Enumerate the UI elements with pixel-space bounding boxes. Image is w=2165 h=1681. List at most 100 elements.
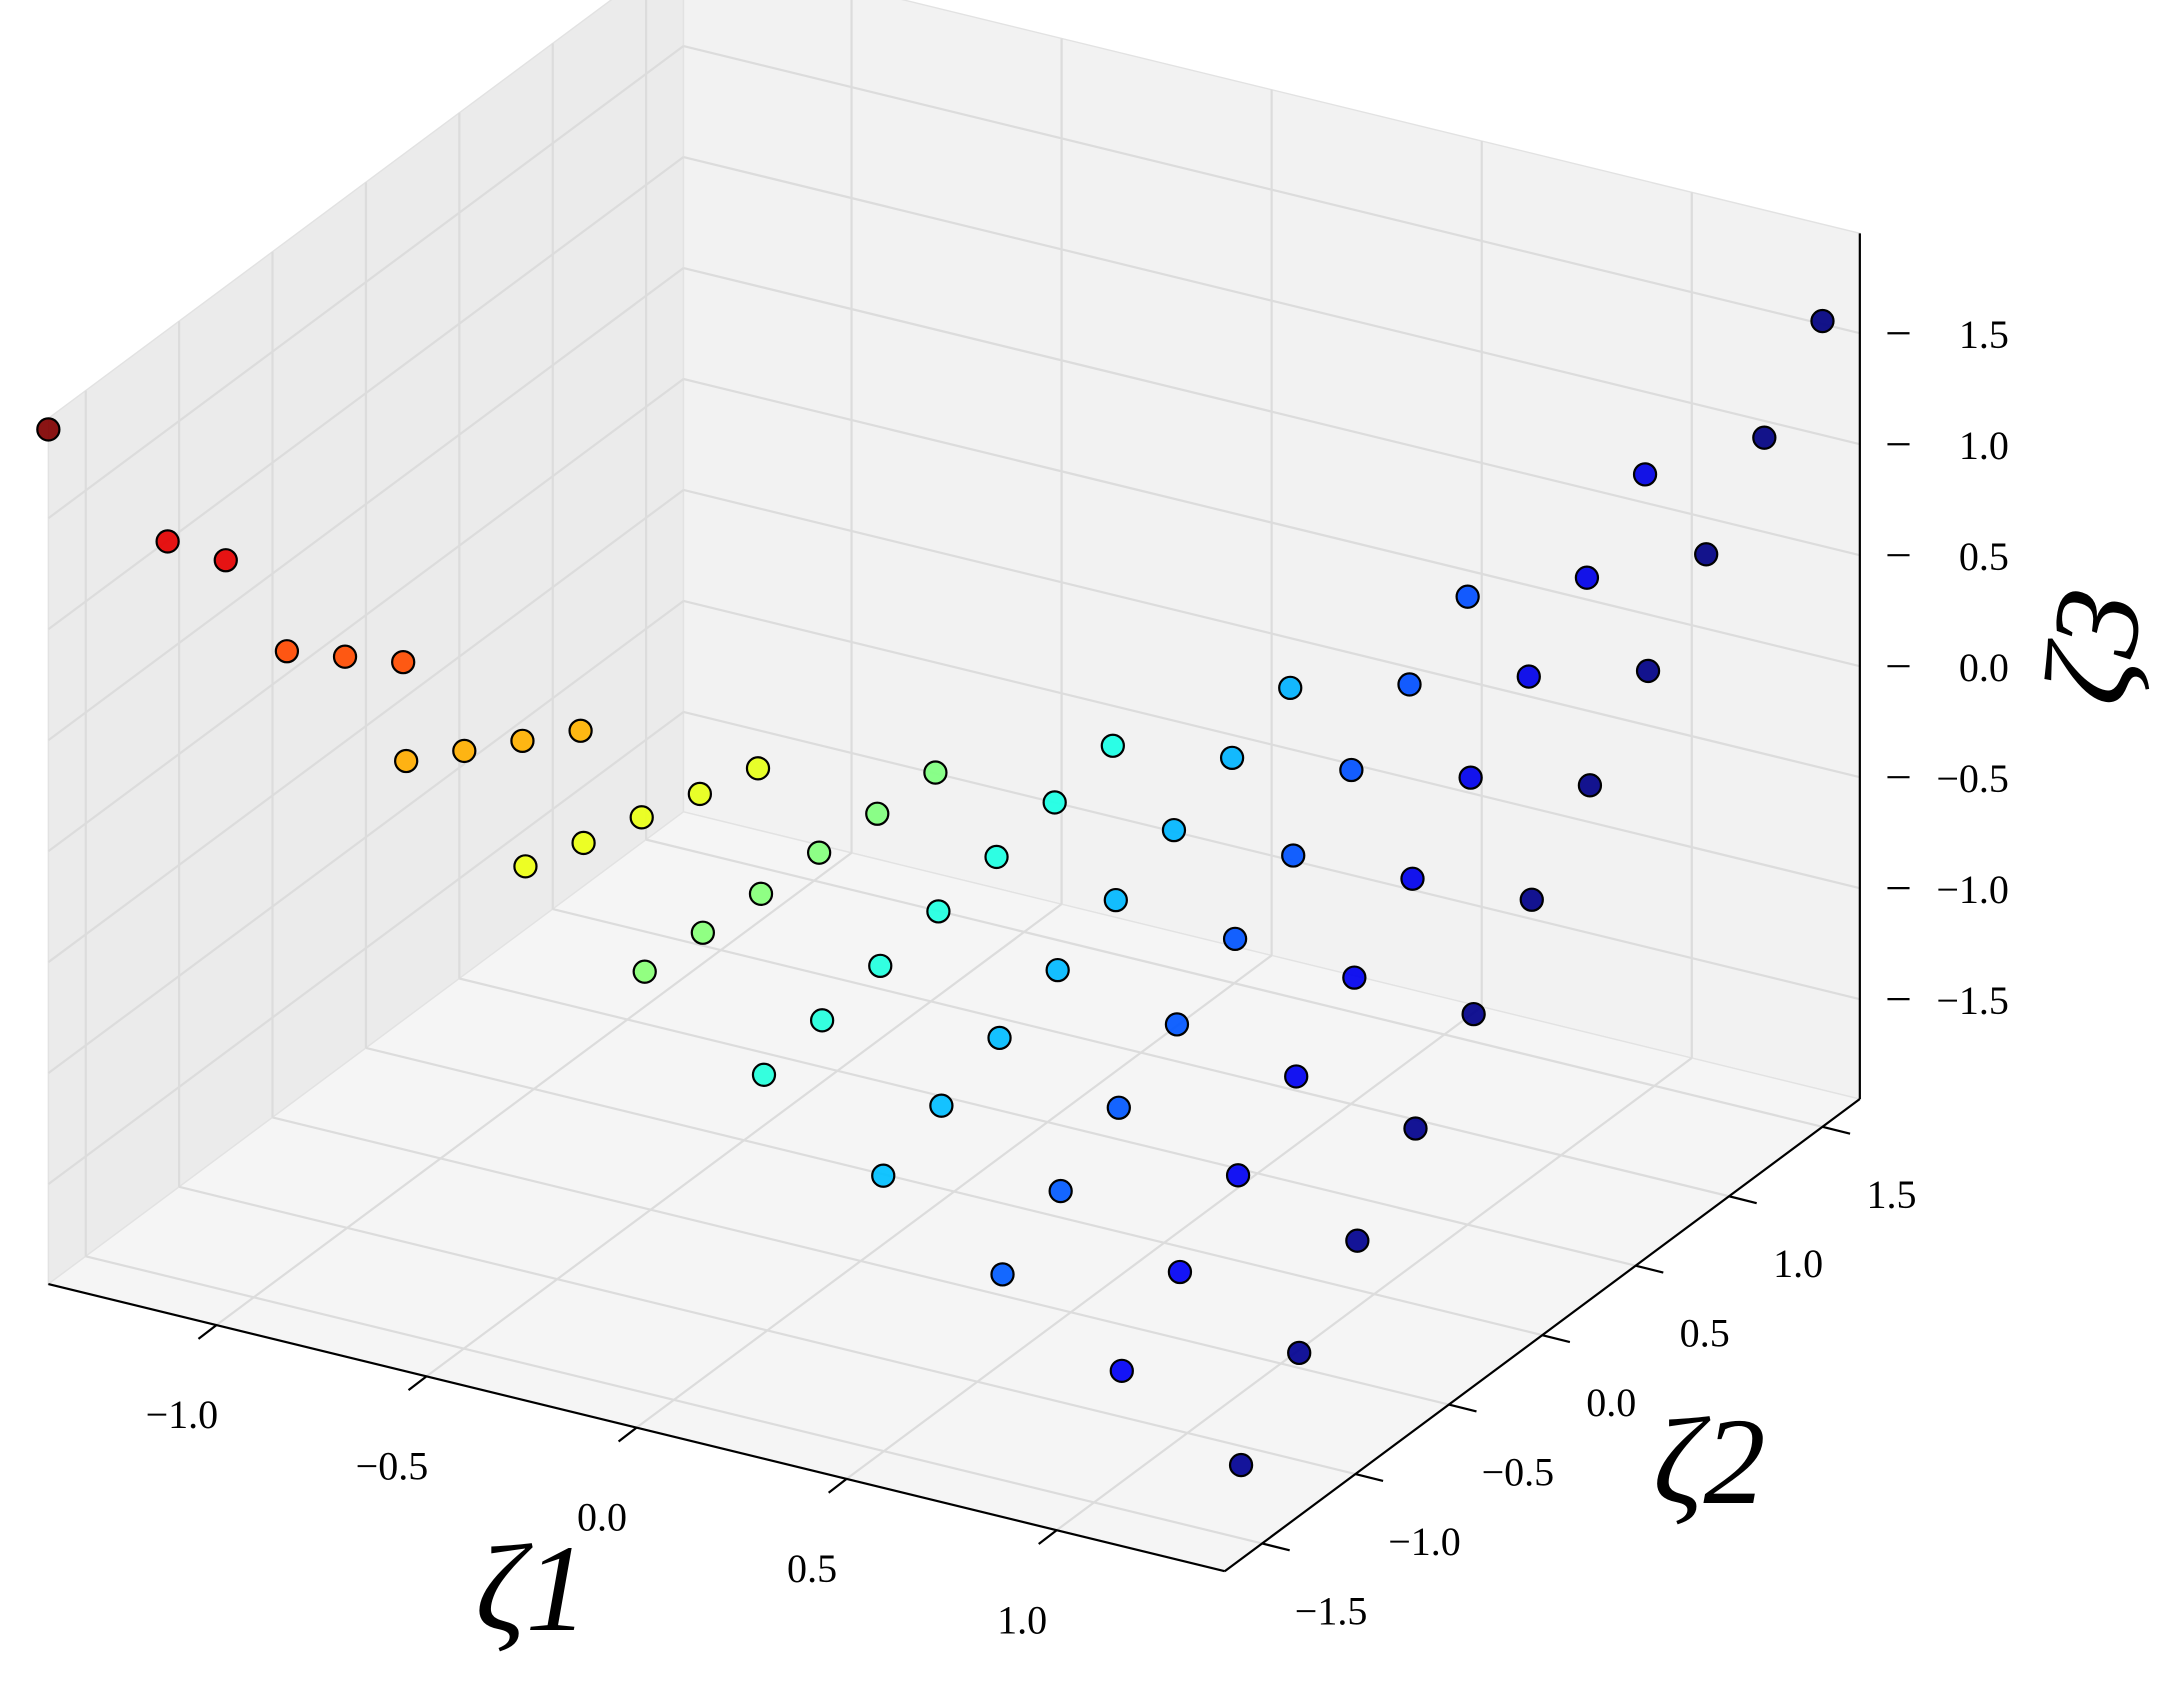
point bbox=[987, 1025, 1012, 1051]
y-tick bbox=[1355, 1472, 1384, 1482]
point bbox=[990, 1262, 1015, 1287]
grid-line bbox=[645, 838, 1823, 1128]
y-tick bbox=[1728, 1195, 1757, 1205]
x-axis-label: ζ1 bbox=[475, 1519, 587, 1657]
grid-line bbox=[552, 907, 1730, 1198]
point bbox=[394, 748, 419, 774]
point bbox=[1228, 1452, 1254, 1478]
point bbox=[36, 417, 61, 442]
grid-line bbox=[683, 710, 1861, 1001]
grid-line bbox=[683, 266, 1861, 557]
point bbox=[155, 529, 180, 554]
z-tick-label: 1.0 bbox=[1959, 423, 2009, 468]
point bbox=[1106, 1095, 1131, 1120]
point bbox=[1403, 1116, 1428, 1141]
z-tick-label: 1.5 bbox=[1959, 312, 2009, 357]
point bbox=[1161, 817, 1187, 843]
point bbox=[1516, 664, 1541, 689]
grid-line bbox=[683, 599, 1861, 890]
point bbox=[452, 738, 477, 764]
point bbox=[1042, 790, 1067, 815]
point bbox=[1103, 887, 1128, 913]
point bbox=[1577, 773, 1603, 798]
point bbox=[1109, 1358, 1134, 1383]
point bbox=[510, 728, 535, 754]
grid-line bbox=[47, 156, 685, 631]
grid-line bbox=[47, 45, 685, 520]
y-tick bbox=[1635, 1264, 1664, 1274]
point bbox=[1281, 843, 1306, 868]
point bbox=[1284, 1064, 1309, 1089]
x-tick bbox=[197, 1324, 218, 1340]
z-tick-label: −0.5 bbox=[1936, 756, 2009, 801]
point bbox=[1752, 425, 1777, 450]
grid bbox=[47, 0, 1861, 1545]
grid-line bbox=[459, 977, 1636, 1267]
point bbox=[1400, 866, 1425, 891]
z-axis-label: ζ3 bbox=[2015, 579, 2165, 714]
point bbox=[1164, 1012, 1190, 1037]
point bbox=[1635, 658, 1661, 684]
point bbox=[571, 830, 596, 856]
point bbox=[1342, 965, 1367, 990]
grid-line bbox=[85, 1255, 1263, 1545]
x-tick-label: 1.0 bbox=[997, 1597, 1047, 1642]
grid-line bbox=[683, 155, 1861, 446]
grid-line bbox=[683, 488, 1861, 779]
point bbox=[1100, 733, 1125, 758]
y-tick-label: −1.0 bbox=[1388, 1519, 1461, 1564]
grid-line bbox=[683, 44, 1861, 335]
grid-line bbox=[683, 377, 1861, 668]
point bbox=[1458, 765, 1483, 790]
y-tick-label: 1.0 bbox=[1773, 1241, 1823, 1286]
point bbox=[568, 718, 593, 743]
point bbox=[923, 760, 948, 785]
point bbox=[1167, 1259, 1193, 1285]
z-tick-label: 0.5 bbox=[1959, 534, 2009, 579]
point bbox=[745, 756, 771, 781]
point bbox=[629, 805, 654, 830]
point bbox=[1345, 1228, 1370, 1253]
y-axis-label: ζ2 bbox=[1653, 1392, 1765, 1530]
point bbox=[1219, 745, 1245, 771]
z-tick-label: −1.5 bbox=[1936, 978, 2009, 1023]
grid-line bbox=[365, 1046, 1543, 1337]
y-tick bbox=[1542, 1334, 1571, 1344]
grid-line bbox=[272, 1116, 1450, 1406]
point bbox=[871, 1163, 896, 1188]
x-tick-label: −1.0 bbox=[146, 1392, 219, 1437]
grid-line bbox=[47, 711, 685, 1186]
x-tick-label: −0.5 bbox=[356, 1443, 429, 1488]
point bbox=[865, 801, 890, 826]
point bbox=[332, 644, 358, 669]
point bbox=[984, 844, 1009, 870]
point bbox=[929, 1093, 954, 1118]
point bbox=[926, 899, 951, 924]
point bbox=[1045, 957, 1070, 983]
x-tick-label: 0.5 bbox=[787, 1546, 837, 1591]
points bbox=[36, 308, 1835, 1478]
y-tick bbox=[1261, 1542, 1290, 1552]
point bbox=[748, 881, 774, 906]
grid-line bbox=[47, 267, 685, 742]
grid-line bbox=[178, 1185, 1356, 1476]
y-tick bbox=[1822, 1125, 1851, 1135]
point bbox=[213, 548, 238, 573]
point bbox=[690, 920, 716, 945]
z-tick-label: −1.0 bbox=[1936, 867, 2009, 912]
point bbox=[632, 959, 657, 984]
x-tick bbox=[617, 1426, 638, 1443]
point bbox=[274, 639, 300, 664]
point bbox=[1694, 542, 1719, 567]
point bbox=[1455, 584, 1480, 609]
x-tick bbox=[1038, 1529, 1058, 1545]
point bbox=[1287, 1340, 1312, 1366]
grid-line bbox=[47, 378, 685, 853]
x-tick bbox=[827, 1478, 848, 1494]
point bbox=[1225, 1163, 1251, 1188]
point bbox=[513, 854, 538, 879]
point bbox=[1048, 1178, 1073, 1204]
y-tick-label: 0.0 bbox=[1586, 1380, 1636, 1425]
